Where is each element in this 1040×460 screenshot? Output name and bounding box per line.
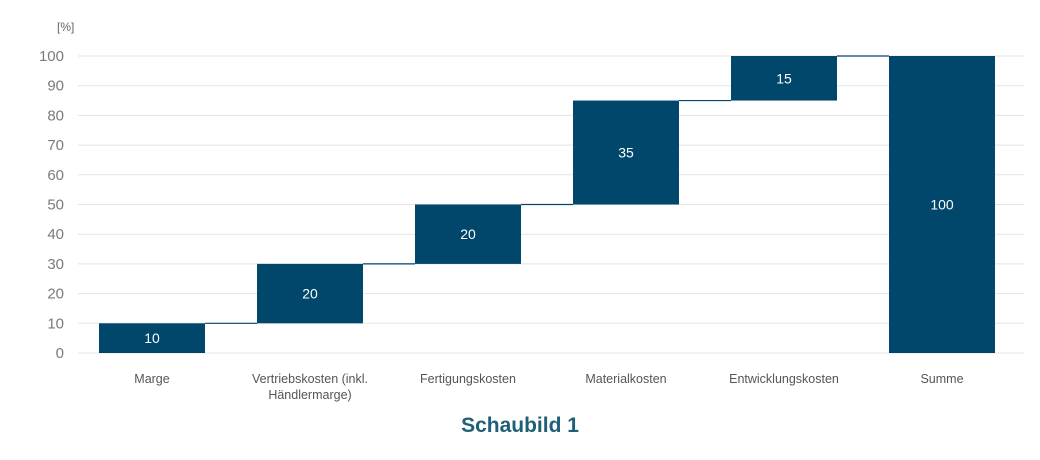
y-tick-label: 100 [39,48,64,65]
y-tick-label: 80 [47,107,64,124]
x-category-label: Marge [134,372,169,386]
y-tick-label: 0 [56,345,64,362]
bar-value-label: 15 [776,70,792,86]
bar [889,56,995,353]
connectors [205,55,889,324]
y-tick-label: 30 [47,256,64,273]
x-category-label: Fertigungskosten [420,372,516,386]
bar [731,56,837,101]
y-tick-label: 40 [47,226,64,243]
bar-value-label: 10 [144,330,160,346]
y-tick-label: 20 [47,286,64,303]
bar [99,323,205,353]
bar-value-label: 35 [618,145,634,161]
y-tick-label: 60 [47,167,64,184]
bar-value-label: 20 [302,286,318,302]
x-category-label: Summe [920,372,963,386]
y-tick-label: 50 [47,197,64,214]
bar-value-label: 100 [930,197,954,213]
x-category-label: Vertriebskosten (inkl. [252,372,368,386]
y-tick-label: 10 [47,315,64,332]
bars: 10 20 20 35 15 100 [99,56,995,353]
y-tick-label: 70 [47,137,64,154]
figure-caption: Schaubild 1 [461,414,579,437]
x-category-label: Entwicklungskosten [729,372,839,386]
y-axis: 0 10 20 30 40 50 60 70 80 90 100 [%] [39,20,74,362]
x-category-label: Händlermarge) [268,388,351,402]
x-category-label: Materialkosten [585,372,666,386]
bar [573,100,679,205]
y-axis-unit: [%] [57,20,74,34]
bar [415,204,521,264]
y-tick-label: 90 [47,78,64,95]
bar [257,263,363,324]
bar-value-label: 20 [460,226,476,242]
x-axis: Marge Vertriebskosten (inkl. Händlermarge)… [134,372,963,402]
